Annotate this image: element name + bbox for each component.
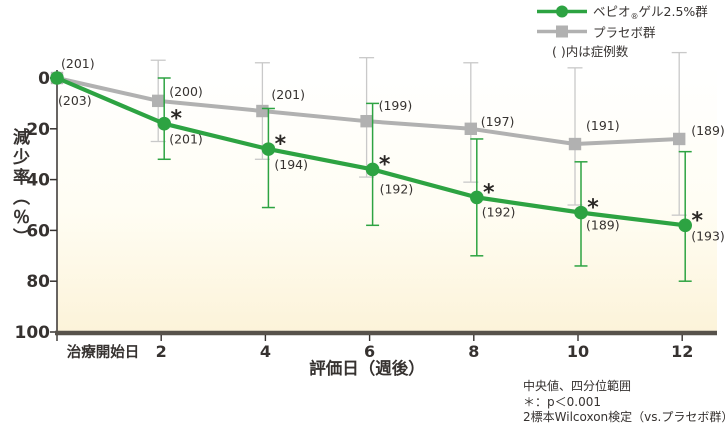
legend-note: ( )内は症例数 <box>552 44 629 59</box>
data-point-marker <box>50 71 64 85</box>
legend-item-bepio: ベピオ®ゲル2.5%群 <box>537 1 708 21</box>
x-tick-label: 10 <box>567 342 589 361</box>
x-tick-label: 4 <box>260 342 271 361</box>
y-tick-label: 80 <box>26 272 50 292</box>
data-point-marker <box>568 137 582 151</box>
y-axis: 0 20 40 60 80 100 <box>15 69 58 343</box>
count-label: (197) <box>481 114 515 129</box>
count-label: (203) <box>58 93 92 108</box>
plot-area-background <box>57 66 717 332</box>
data-point-marker <box>365 162 380 177</box>
legend-item-placebo: プラセボ群 <box>537 21 708 41</box>
data-point-marker <box>673 132 686 146</box>
registered-mark: ® <box>630 12 639 21</box>
x-axis: 治療開始日 2 4 6 8 10 12 評価日（週後） <box>55 330 717 378</box>
x-axis-title: 評価日（週後） <box>309 358 425 378</box>
count-label: (201) <box>169 132 203 147</box>
footnote-test-method: 2標本Wilcoxon検定（vs.プラセボ群） <box>523 410 725 424</box>
placebo-line-marker-icon <box>537 25 587 37</box>
count-label: (201) <box>271 87 305 102</box>
significance-star: * <box>691 208 703 233</box>
y-axis-title: 減少率（％） <box>9 128 29 248</box>
x-tick-label: 12 <box>671 342 693 361</box>
data-point-marker <box>157 116 171 131</box>
data-point-marker <box>152 94 165 108</box>
legend-label-bepio: ベピオ®ゲル2.5%群 <box>593 4 708 21</box>
significance-star: * <box>483 180 495 205</box>
footnote-median-iqr: 中央値、四分位範囲 <box>523 379 632 393</box>
count-label: (200) <box>169 84 203 99</box>
placebo-series: (201) (200) (201) (199) (197) (191) (189) <box>50 51 725 216</box>
count-label: (192) <box>482 204 516 219</box>
data-point-marker <box>360 114 373 128</box>
data-point-marker <box>261 142 276 156</box>
x-tick-label: 8 <box>468 342 479 361</box>
footnotes: 中央値、四分位範囲 ＊：p＜0.001 2標本Wilcoxon検定（vs.プラセ… <box>523 379 725 426</box>
significance-star: * <box>379 152 391 177</box>
count-label: (192) <box>380 181 414 196</box>
bepio-line-marker-icon <box>537 5 587 17</box>
y-tick-label: 0 <box>38 69 50 89</box>
significance-star: * <box>275 132 287 157</box>
data-point-marker <box>678 218 692 233</box>
count-label: (201) <box>61 56 95 71</box>
count-label: (194) <box>274 157 308 172</box>
y-tick-label: 20 <box>26 120 50 140</box>
bepio-series: (203)(201)*(194)*(192)*(192)*(189)*(193)… <box>50 71 725 282</box>
data-point-marker <box>574 205 588 220</box>
footnote-pvalue: ＊：p＜0.001 <box>523 394 601 409</box>
data-point-marker <box>464 122 477 135</box>
significance-star: * <box>170 107 182 132</box>
legend: ベピオ®ゲル2.5%群 プラセボ群 ( )内は症例数 <box>537 1 708 60</box>
x-tick-label: 6 <box>364 342 375 361</box>
count-label: (189) <box>586 218 620 233</box>
data-point-marker <box>470 190 484 205</box>
y-tick-label: 60 <box>26 221 50 241</box>
count-label: (193) <box>691 228 725 243</box>
legend-label-placebo: プラセボ群 <box>593 24 656 40</box>
x-tick-label: 治療開始日 <box>67 343 140 361</box>
significance-star: * <box>587 196 599 221</box>
count-label: (191) <box>586 118 620 133</box>
count-label: (199) <box>379 98 413 113</box>
y-tick-label: 40 <box>26 171 50 191</box>
data-point-marker <box>256 104 269 118</box>
y-tick-label: 100 <box>15 323 51 343</box>
count-label: (189) <box>691 123 725 138</box>
x-tick-label: 2 <box>156 342 167 361</box>
